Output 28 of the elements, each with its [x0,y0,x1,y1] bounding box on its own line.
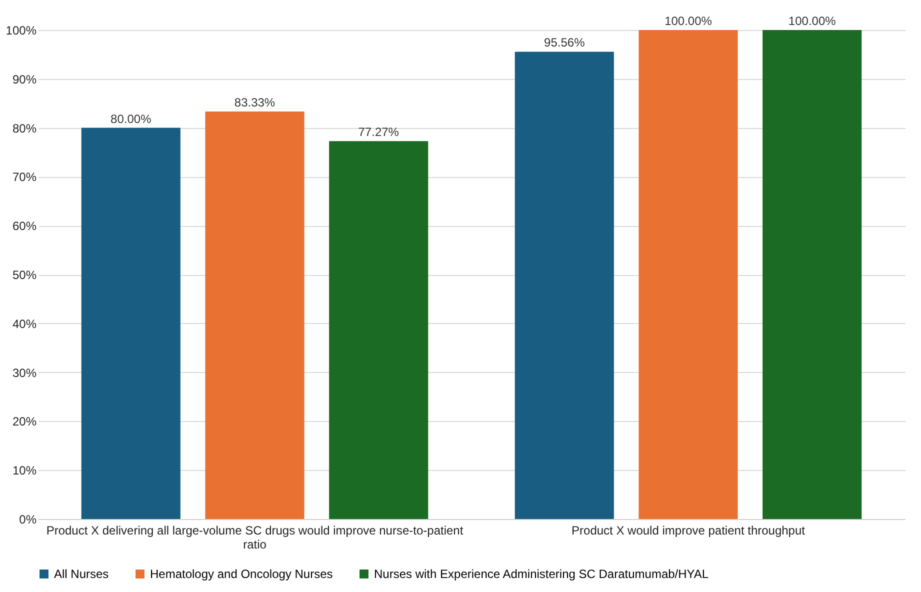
bar [329,141,428,519]
y-tick-label: 60% [12,219,37,234]
bar [81,128,180,519]
x-tick-label: Product X would improve patient throughput [572,524,806,538]
y-tick-label: 20% [12,414,37,429]
bar [762,30,862,519]
y-tick-label: 100% [6,24,37,38]
legend-label: All Nurses [54,567,109,581]
y-tick-label: 30% [12,366,37,380]
y-tick-label: 80% [12,121,37,136]
y-tick-label: 0% [19,512,37,526]
data-label: 95.56% [544,36,586,50]
y-tick-label: 10% [12,464,37,478]
data-label: 100.00% [788,14,836,28]
legend-label: Nurses with Experience Administering SC Daratumumab/HYAL [374,567,709,581]
y-tick-label: 90% [12,72,37,86]
data-label: 100.00% [664,14,712,28]
y-tick-label: 40% [12,316,37,331]
y-tick-label: 50% [12,268,37,282]
data-label: 77.27% [358,125,400,140]
bar [638,30,738,519]
data-label: 83.33% [234,96,276,110]
data-label: 80.00% [110,112,152,126]
bar [514,52,614,519]
legend-label: Hematology and Oncology Nurses [150,567,333,581]
bar [205,112,304,519]
x-tick-label: Product X delivering all large-volume SC drugs would improve nurse-to-patient ratio [46,524,464,552]
y-tick-label: 70% [12,170,37,184]
